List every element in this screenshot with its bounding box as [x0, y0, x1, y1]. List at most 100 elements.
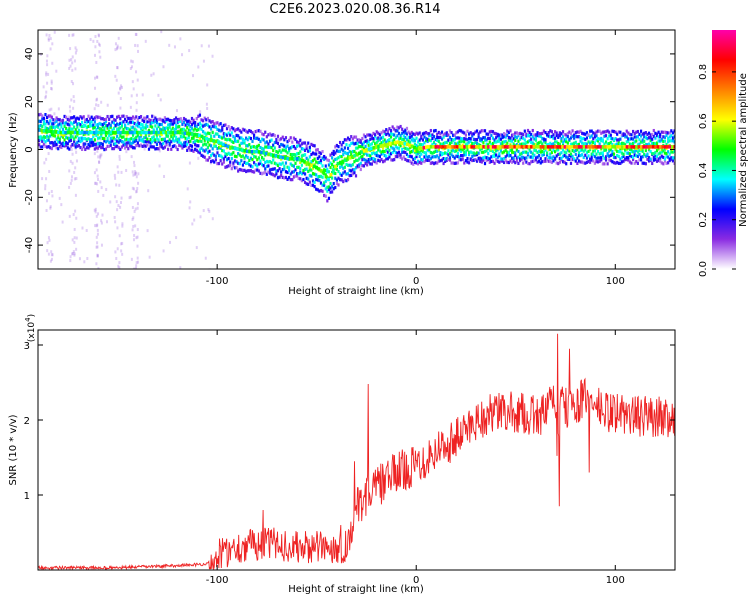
spectrogram-noise-cell: [135, 261, 138, 265]
spectrogram-cell: [68, 123, 71, 127]
spectrogram-cell: [356, 146, 359, 150]
spectrogram-cell: [71, 116, 74, 120]
spectrogram-cell: [146, 139, 149, 143]
spectrogram-ridge-cell: [592, 145, 596, 149]
spectrogram-cell: [329, 186, 332, 190]
spectrogram-cell: [520, 157, 523, 161]
spectrogram-noise-cell: [73, 253, 76, 257]
spectrogram-noise-cell: [93, 53, 96, 57]
spectrogram-cell: [469, 150, 472, 154]
spectrogram-cell: [323, 168, 326, 172]
spectrogram-cell: [407, 159, 410, 163]
spectrogram-noise-cell: [117, 203, 120, 207]
spectrogram-cell: [141, 139, 144, 143]
spectrogram-cell: [557, 148, 560, 152]
spectrogram-cell: [235, 127, 238, 132]
spectrogram-noise-cell: [73, 59, 76, 63]
spectrogram-noise-cell: [136, 206, 139, 210]
spectrogram-ridge-cell: [673, 145, 675, 149]
spectrogram-cell: [479, 148, 482, 152]
spectrogram-cell: [598, 142, 601, 146]
spectrogram-cell: [402, 150, 405, 154]
spectrogram-noise-cell: [71, 33, 74, 37]
spectrogram-cell: [289, 136, 292, 140]
snr-x-axis-label: Height of straight line (km): [288, 584, 424, 595]
spectrogram-cell: [39, 119, 42, 124]
spectrogram-cell: [654, 131, 657, 135]
spectrogram-cell: [609, 136, 612, 141]
spectrogram-cell: [79, 115, 82, 119]
spectrogram-cell: [381, 135, 385, 139]
spectrogram-cell: [670, 139, 673, 143]
spectrogram-cell: [297, 172, 300, 176]
spectrogram-cell: [477, 151, 480, 155]
spectrogram-cell: [221, 155, 224, 159]
spectrogram-cell: [192, 140, 195, 144]
spectrogram-cell: [256, 129, 259, 133]
spectrogram-cell: [636, 135, 639, 139]
spectrogram-cell: [571, 129, 574, 133]
spectrogram-cell: [393, 133, 396, 137]
spectrogram-ridge-cell: [671, 145, 675, 149]
spectrogram-cell: [93, 125, 96, 130]
spectrogram-cell: [138, 144, 141, 148]
spectrogram-cell: [434, 143, 437, 147]
spectrogram-cell: [103, 147, 106, 152]
spectrogram-noise-cell: [73, 170, 76, 174]
spectrogram-cell: [248, 169, 251, 173]
spectrogram-cell: [159, 141, 162, 145]
spectrogram-ridge-cell: [370, 146, 374, 151]
spectrogram-cell: [482, 129, 485, 133]
spectrogram-cell: [227, 164, 230, 168]
spectrogram-noise-cell: [133, 141, 136, 145]
spectrogram-cell: [45, 134, 49, 138]
spectrogram-cell: [515, 135, 518, 140]
spectrogram-cell: [563, 138, 566, 142]
spectrogram-noise-cell: [114, 250, 117, 254]
spectrogram-noise-cell: [45, 157, 48, 161]
spectrogram-cell: [219, 159, 222, 163]
spectrogram-cell: [42, 142, 45, 147]
spectrogram-cell: [276, 134, 280, 138]
spectrogram-cell: [114, 145, 117, 149]
spectrogram-cell: [65, 141, 68, 145]
spectrogram-cell: [174, 138, 178, 142]
spectrogram-cell: [93, 138, 96, 142]
colorbar: 0.00.20.40.60.8 Normalized spectral ampl…: [698, 30, 749, 277]
spectrogram-cell: [305, 176, 308, 180]
spectrogram-cell: [538, 153, 541, 158]
spectrogram-cell: [289, 162, 292, 166]
spectrogram-cell: [620, 160, 624, 164]
spectrogram-cell: [534, 158, 538, 162]
spectrogram-cell: [313, 144, 316, 148]
spectrogram-cell: [467, 152, 471, 157]
spectrogram-cell: [189, 143, 192, 148]
spectrogram-cell: [466, 141, 469, 146]
spectrogram-cell: [651, 152, 654, 156]
spectrogram-cell: [270, 133, 273, 137]
spectrogram-cell: [159, 144, 162, 148]
spectrogram-cell: [501, 151, 504, 155]
spectrogram-cell: [577, 135, 581, 139]
spectrogram-cell: [340, 164, 343, 168]
spectrogram-cell: [63, 138, 66, 142]
spectrogram-cell: [127, 127, 130, 131]
spectrogram-ridge-cell: [186, 131, 190, 136]
spectrogram-cell: [162, 146, 165, 150]
spectrogram-cell: [281, 161, 284, 165]
spectrogram-cell: [165, 134, 168, 138]
spectrogram-cell: [327, 196, 331, 200]
spectrogram-noise-cell: [72, 82, 75, 86]
spectrogram-cell: [55, 146, 58, 150]
spectrogram-cell: [334, 185, 337, 190]
spectrogram-cell: [421, 143, 424, 147]
spectrogram-cell: [439, 153, 442, 157]
spectrogram-cell: [614, 155, 617, 160]
spectrogram-ridge-cell: [78, 130, 82, 135]
spectrogram-cell: [88, 140, 92, 144]
spectrogram-cell: [374, 142, 377, 146]
spectrogram-cell: [88, 124, 92, 128]
spectrogram-cell: [351, 137, 354, 141]
spectrogram-ridge-cell: [236, 147, 240, 151]
spectrogram-cell: [604, 140, 608, 144]
